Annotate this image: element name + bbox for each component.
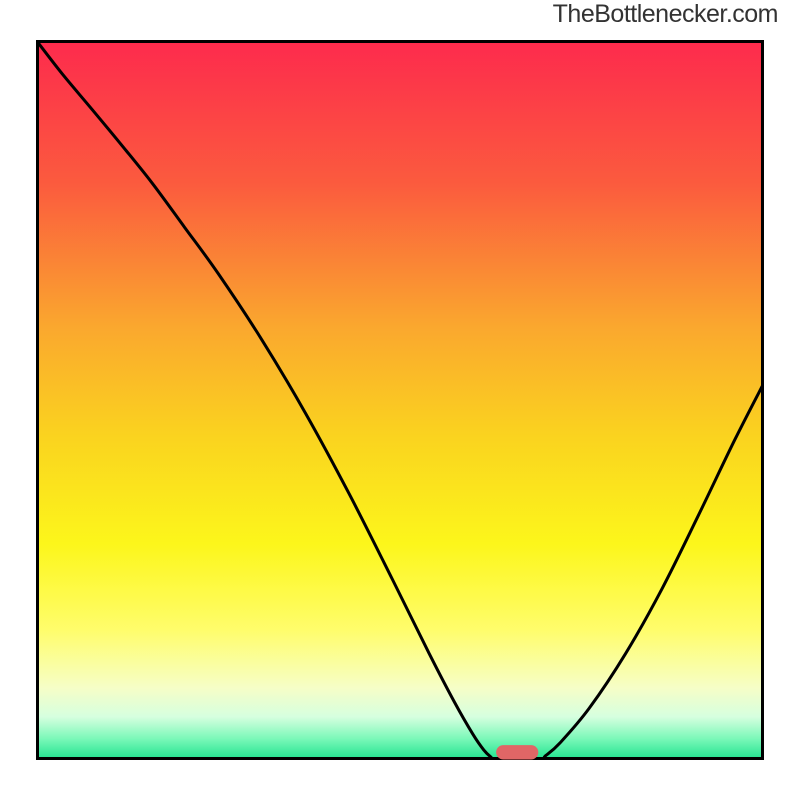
watermark-text: TheBottlenecker.com [553,0,778,29]
bottleneck-chart [36,40,764,760]
chart-area [36,40,764,760]
